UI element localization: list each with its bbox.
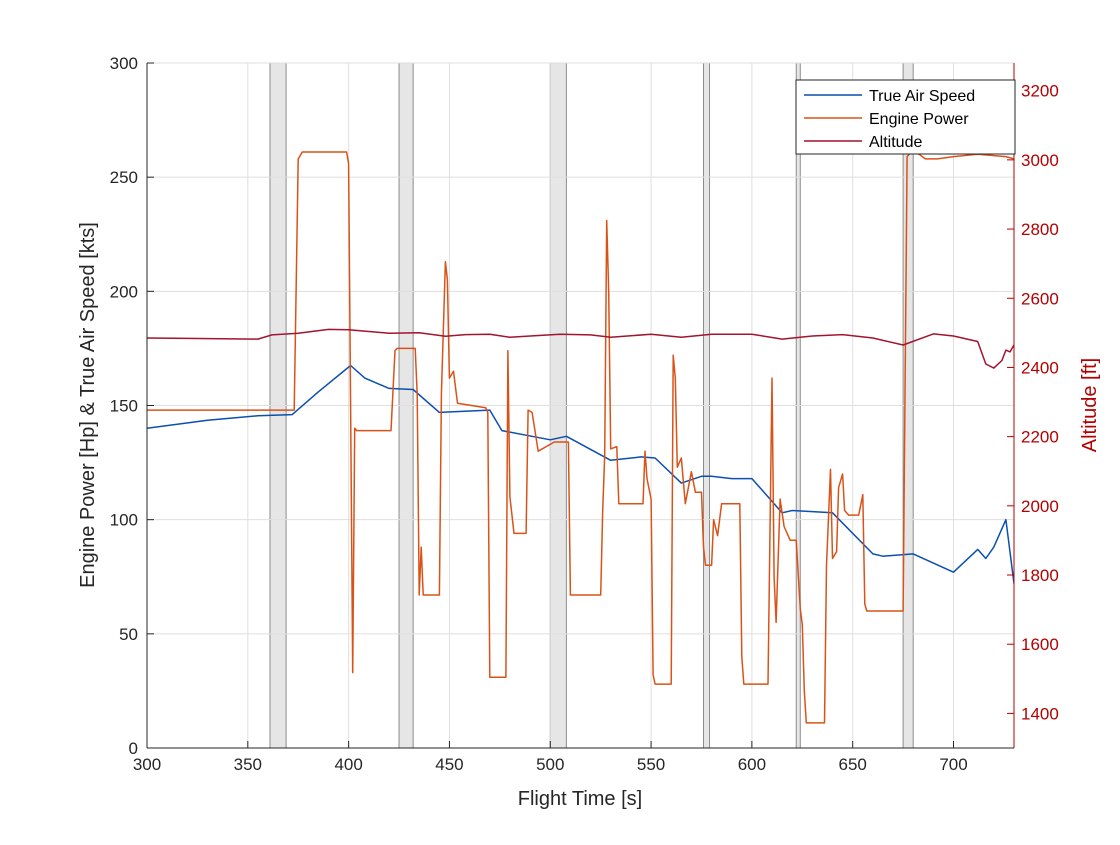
x-tick-label: 500 (536, 755, 564, 774)
x-tick-label: 600 (738, 755, 766, 774)
legend-label-altitude: Altitude (869, 134, 922, 151)
series-line-true-air-speed (147, 364, 1014, 584)
x-tick-label: 650 (839, 755, 867, 774)
series-lines (147, 151, 1014, 724)
y-left-tick-label: 100 (110, 511, 138, 530)
y-right-tick-label: 1800 (1021, 566, 1059, 585)
legend: True Air Speed Engine Power Altitude (795, 79, 1016, 155)
y-right-tick-label: 2800 (1021, 220, 1059, 239)
x-tick-label: 400 (334, 755, 362, 774)
x-tick-label: 550 (637, 755, 665, 774)
y-axis-right-label: Altitude [ft] (1079, 358, 1101, 453)
y-right-tick-label: 1600 (1021, 635, 1059, 654)
y-right-tick-label: 2400 (1021, 358, 1059, 377)
y-right-tick-label: 3000 (1021, 151, 1059, 170)
y-right-tick-label: 2000 (1021, 497, 1059, 516)
series-line-engine-power (147, 151, 1014, 724)
series-line-altitude (147, 328, 1014, 369)
y-right-tick-label: 1400 (1021, 704, 1059, 723)
legend-label-engine-power: Engine Power (869, 111, 969, 128)
x-tick-label: 450 (435, 755, 463, 774)
x-tick-label: 350 (234, 755, 262, 774)
y-left-tick-label: 50 (119, 625, 138, 644)
y-left-tick-label: 250 (110, 168, 138, 187)
y-right-tick-label: 2200 (1021, 428, 1059, 447)
y-left-tick-label: 200 (110, 282, 138, 301)
x-tick-label: 300 (133, 755, 161, 774)
legend-label-true-air-speed: True Air Speed (869, 88, 975, 105)
tick-labels: 300 350 400 450 500 550 600 650 700 0 50 100 150 200 2… (110, 54, 1059, 774)
x-tick-label: 700 (939, 755, 967, 774)
y-right-tick-label: 3200 (1021, 82, 1059, 101)
y-axis-left-label: Engine Power [Hp] & True Air Speed [kts] (77, 222, 99, 588)
y-left-tick-label: 150 (110, 397, 138, 416)
x-axis-label: Flight Time [s] (518, 788, 642, 810)
y-right-tick-label: 2600 (1021, 289, 1059, 308)
y-left-tick-label: 0 (129, 739, 138, 758)
y-left-tick-label: 300 (110, 54, 138, 73)
